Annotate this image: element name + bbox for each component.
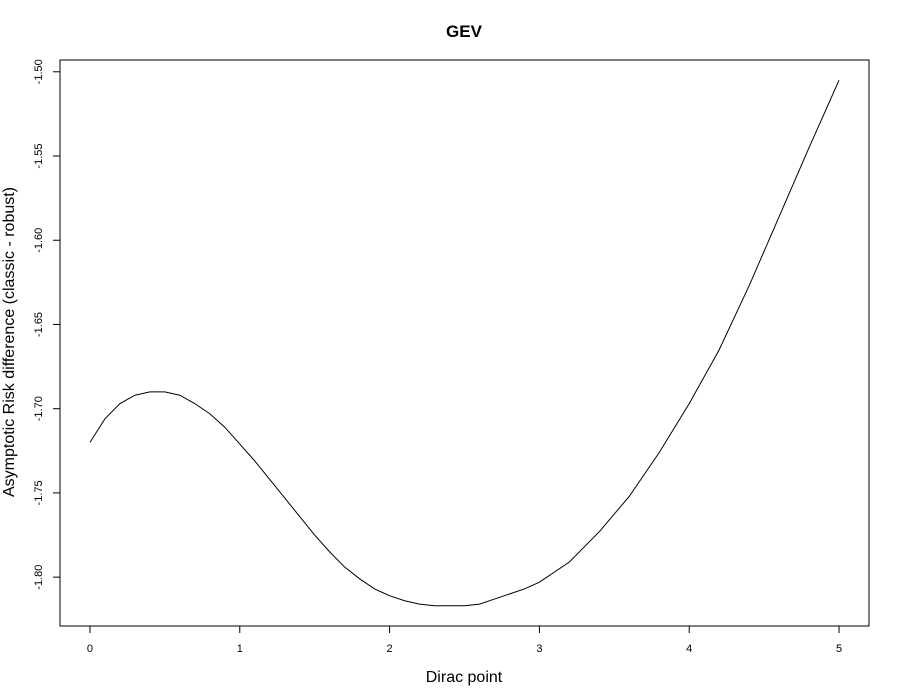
x-tick-label: 4 — [686, 643, 692, 655]
y-tick-label: -1.65 — [33, 312, 45, 337]
chart-title: GEV — [446, 22, 483, 41]
y-tick-label: -1.80 — [33, 565, 45, 590]
x-tick-label: 0 — [87, 643, 93, 655]
x-axis: 0 1 2 3 4 5 — [87, 626, 842, 655]
y-tick-label: -1.60 — [33, 228, 45, 253]
x-tick-label: 2 — [387, 643, 393, 655]
y-tick-label: -1.75 — [33, 480, 45, 505]
y-axis-label: Asymptotic Risk difference (classic - ro… — [1, 187, 18, 497]
plot-frame — [59, 59, 870, 627]
y-tick-label: -1.55 — [33, 143, 45, 168]
y-axis: -1.80 -1.75 -1.70 -1.65 -1.60 -1.55 -1.50 — [33, 59, 60, 590]
x-tick-label: 3 — [536, 643, 542, 655]
x-axis-label: Dirac point — [426, 669, 503, 686]
y-tick-label: -1.70 — [33, 396, 45, 421]
y-tick-label: -1.50 — [33, 59, 45, 84]
x-tick-label: 5 — [836, 643, 842, 655]
series-line — [89, 80, 840, 607]
x-tick-label: 1 — [237, 643, 243, 655]
